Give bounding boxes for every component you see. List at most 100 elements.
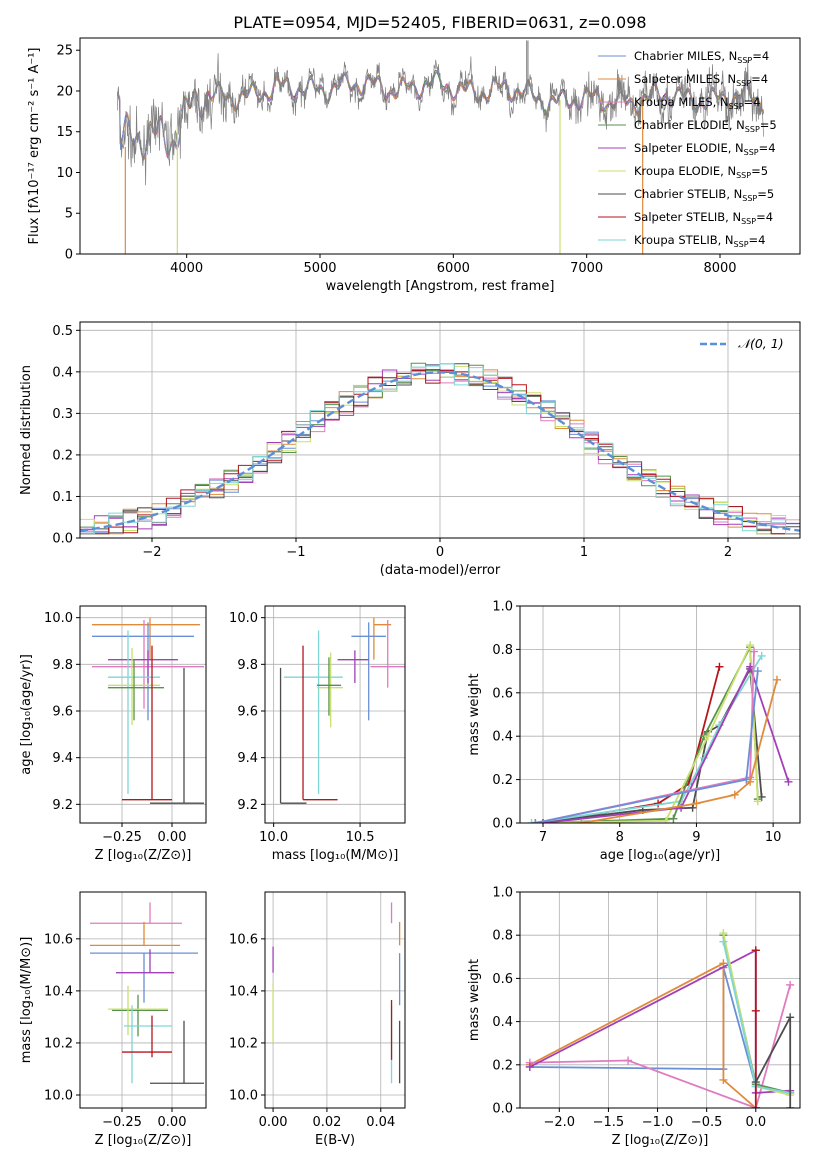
weight-marker bbox=[719, 959, 728, 968]
weight-marker bbox=[751, 946, 760, 955]
weight-marker bbox=[772, 675, 781, 684]
weight-marker bbox=[730, 790, 739, 799]
axes-frame bbox=[519, 605, 801, 824]
legend-entry: 𝒩(0, 1) bbox=[738, 336, 784, 351]
y-tick-label: 10.2 bbox=[44, 1036, 73, 1051]
weight-marker bbox=[751, 1104, 760, 1108]
errorbar-point bbox=[112, 994, 168, 1037]
weight-marker bbox=[749, 647, 758, 656]
y-tick-label: 0.2 bbox=[492, 773, 513, 788]
legend-entry: Salpeter MILES, NSSP=4 bbox=[634, 72, 768, 88]
x-tick-label: 0.00 bbox=[158, 830, 187, 845]
x-tick-label: 0.00 bbox=[259, 1115, 288, 1130]
errorbar-series bbox=[279, 617, 405, 804]
y-axis-label: Flux [fλ10⁻¹⁷ erg cm⁻² s⁻¹ A⁻¹] bbox=[27, 48, 42, 245]
y-tick-label: 1.0 bbox=[492, 886, 513, 901]
y-tick-label: 0.0 bbox=[492, 817, 513, 832]
mass-vs-ebv-panel: 0.00 0.02 0.04 10.0 10.2 10.4 10.6 E(B-V) bbox=[229, 891, 406, 1148]
y-axis-label: mass weight bbox=[467, 673, 482, 755]
x-tick-label: 5000 bbox=[303, 261, 336, 276]
errorbar-point bbox=[150, 667, 204, 804]
y-tick-label: 9.6 bbox=[52, 705, 73, 720]
data-spectrum-line bbox=[116, 53, 765, 186]
errorbar-point bbox=[279, 667, 307, 804]
errorbar-point bbox=[370, 620, 405, 688]
y-tick-label: 0.0 bbox=[492, 1102, 513, 1117]
weight-marker bbox=[786, 1013, 795, 1022]
weight-vs-Z-panel: −2.0 −1.5 −1.0 −0.5 0.0 0.0 0.2 0.4 0.6 0.8 1.0 Z [… bbox=[467, 886, 801, 1148]
legend-entry: Kroupa ELODIE, NSSP=5 bbox=[634, 164, 768, 180]
y-tick-label: 9.2 bbox=[52, 798, 73, 813]
y-axis-label: mass [log₁₀(M/M⊙)] bbox=[19, 937, 34, 1064]
y-tick-label: 9.6 bbox=[237, 705, 258, 720]
weight-series bbox=[525, 929, 795, 1108]
x-axis-label: age [log₁₀(age/yr)] bbox=[600, 848, 721, 863]
y-tick-label: 0.6 bbox=[492, 972, 513, 987]
errorbar-point bbox=[150, 1020, 204, 1084]
y-tick-label: 10.6 bbox=[44, 932, 73, 947]
x-tick-label: −1.5 bbox=[593, 1115, 625, 1130]
errorbar-point bbox=[122, 1015, 172, 1058]
x-tick-label: 7 bbox=[539, 830, 547, 845]
histogram-steps bbox=[80, 362, 800, 535]
weight-marker bbox=[719, 929, 728, 938]
x-tick-label: 10.0 bbox=[259, 830, 288, 845]
y-tick-label: 10.6 bbox=[229, 932, 258, 947]
weight-marker bbox=[746, 641, 755, 650]
errorbar-series bbox=[272, 902, 401, 1084]
errorbar-point bbox=[116, 949, 174, 974]
weight-marker bbox=[786, 980, 795, 989]
x-axis-label: Z [log₁₀(Z/Z⊙)] bbox=[95, 1133, 192, 1148]
x-tick-label: 8 bbox=[616, 830, 624, 845]
weight-marker bbox=[751, 1006, 760, 1015]
errorbar-point bbox=[302, 645, 338, 801]
y-axis-label: mass weight bbox=[467, 959, 482, 1041]
spectrum-panel: 4000 5000 6000 7000 8000 0 5 10 15 20 25 wavelength… bbox=[27, 37, 801, 294]
errorbar-point bbox=[122, 645, 172, 801]
y-tick-label: 10.0 bbox=[229, 611, 258, 626]
weight-marker bbox=[525, 1062, 534, 1071]
y-tick-label: 5 bbox=[65, 207, 73, 222]
figure-title: PLATE=0954, MJD=52405, FIBERID=0631, z=0… bbox=[233, 13, 646, 32]
legend-entry: Chabrier ELODIE, NSSP=5 bbox=[634, 118, 777, 134]
y-tick-label: 0.6 bbox=[492, 686, 513, 701]
weight-line bbox=[542, 664, 790, 823]
mass-vs-Z-panel: −0.25 0.00 10.0 10.2 10.4 10.6 Z [log₁₀(Z/Z⊙)]… bbox=[19, 891, 207, 1148]
x-axis-label: mass [log₁₀(M/M⊙)] bbox=[272, 848, 399, 863]
y-tick-label: 0.2 bbox=[492, 1058, 513, 1073]
weight-line bbox=[529, 984, 792, 1108]
spectrum-legend: Chabrier MILES, NSSP=4 Salpeter MILES, NS… bbox=[598, 49, 777, 249]
y-tick-label: 9.8 bbox=[237, 658, 258, 673]
weight-line bbox=[722, 935, 791, 1094]
legend-entry: Kroupa STELIB, NSSP=4 bbox=[634, 233, 765, 249]
errorbar-point bbox=[316, 652, 343, 728]
x-tick-label: −2.0 bbox=[544, 1115, 576, 1130]
x-tick-label: −0.5 bbox=[691, 1115, 723, 1130]
weight-marker bbox=[688, 803, 697, 812]
y-tick-label: 25 bbox=[56, 44, 73, 59]
y-tick-label: 9.4 bbox=[52, 751, 73, 766]
x-tick-label: 0 bbox=[436, 545, 444, 560]
weight-marker bbox=[719, 1075, 728, 1084]
weight-marker bbox=[757, 651, 766, 660]
weight-marker bbox=[527, 819, 536, 823]
x-axis-label: Z [log₁₀(Z/Z⊙)] bbox=[95, 848, 192, 863]
axes-frame bbox=[79, 37, 801, 255]
y-tick-label: 9.8 bbox=[52, 658, 73, 673]
weight-marker bbox=[715, 662, 724, 671]
y-tick-label: 0.1 bbox=[52, 490, 73, 505]
y-tick-label: 9.2 bbox=[237, 798, 258, 813]
weight-marker bbox=[746, 777, 755, 786]
weight-line bbox=[535, 671, 759, 823]
x-tick-label: −0.25 bbox=[102, 1115, 142, 1130]
axes-frame bbox=[264, 605, 406, 824]
errorbar-point bbox=[90, 902, 182, 924]
y-tick-label: 20 bbox=[56, 84, 73, 99]
y-tick-label: 0.4 bbox=[52, 365, 73, 380]
y-tick-label: 10 bbox=[56, 166, 73, 181]
y-tick-label: 0.2 bbox=[52, 448, 73, 463]
errorbar-point bbox=[90, 921, 180, 946]
errorbar-point bbox=[373, 617, 392, 660]
errorbar-point bbox=[108, 659, 164, 721]
